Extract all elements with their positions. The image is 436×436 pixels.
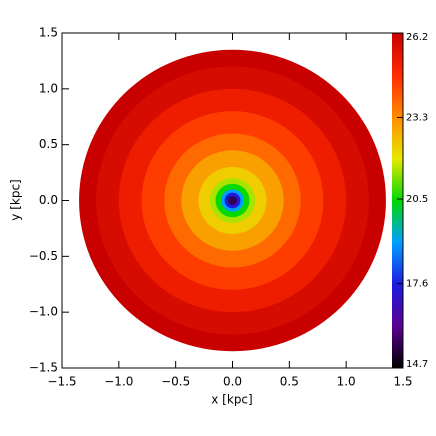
y-tick-label: −1.0 — [29, 305, 58, 319]
x-tick-label: 0.5 — [280, 375, 299, 389]
x-tick-label: 1.0 — [337, 375, 356, 389]
colorbar-tick-label: 17.6 — [406, 279, 428, 290]
x-tick-label: −1.0 — [104, 375, 133, 389]
axes: −1.5 −1.0 −0.5 0.0 0.5 1.0 1.5 −1.5 −1.0 −0.5 0.0 0… — [29, 26, 428, 389]
y-tick-label: 0.5 — [39, 137, 58, 151]
y-tick-label: −0.5 — [29, 249, 58, 263]
colorbar-tick-label: 23.3 — [406, 112, 428, 123]
y-tick-label: −1.5 — [29, 361, 58, 375]
y-axis-label: y [kpc] — [9, 179, 23, 220]
y-tick-label: 1.5 — [39, 26, 58, 40]
colorbar-tick-label: 14.7 — [406, 359, 428, 370]
x-tick-label: −0.5 — [161, 375, 190, 389]
colorbar — [392, 33, 403, 368]
colorbar-axis: 14.7 17.6 20.5 23.3 26.2 — [397, 32, 428, 370]
x-axis-label: x [kpc] — [211, 393, 252, 407]
map — [79, 49, 386, 352]
brightness-ring — [227, 196, 238, 205]
y-tick-label: 0.0 — [39, 193, 58, 207]
x-tick-label: 0.0 — [223, 375, 242, 389]
colorbar-tick-label: 20.5 — [406, 194, 428, 205]
x-tick-label: 1.5 — [393, 375, 412, 389]
y-tick-label: 1.0 — [39, 81, 58, 95]
colorbar-tick-label: 26.2 — [406, 32, 428, 43]
x-tick-label: −1.5 — [47, 375, 76, 389]
